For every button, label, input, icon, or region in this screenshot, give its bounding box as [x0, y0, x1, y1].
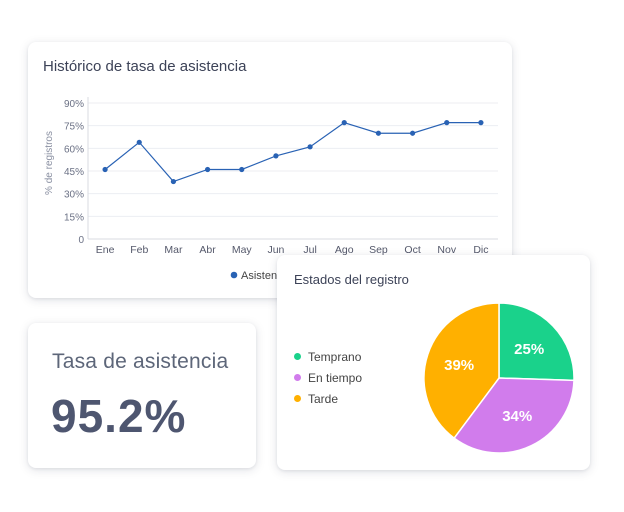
x-tick-label: Dic	[473, 244, 488, 256]
attendance-rate-card: Tasa de asistencia 95.2%	[28, 323, 256, 468]
legend-label: Temprano	[308, 349, 362, 364]
x-tick-label: Feb	[130, 244, 148, 256]
x-tick-label: Ene	[96, 244, 115, 256]
y-tick-label: 90%	[64, 99, 84, 110]
pie-slice-temprano	[498, 302, 575, 382]
y-tick-label: 45%	[64, 167, 84, 178]
x-tick-label: Sep	[369, 244, 388, 256]
data-point	[239, 166, 245, 173]
data-point	[478, 120, 484, 126]
y-tick-label: 30%	[64, 190, 84, 201]
data-point	[136, 139, 142, 145]
record-status-pie-chart: 25% 34% 39%	[423, 302, 575, 454]
legend-label: Tarde	[308, 391, 339, 406]
pie-slice-label: 25%	[514, 341, 544, 358]
data-point	[273, 153, 279, 159]
legend-item-temprano: Temprano	[294, 349, 361, 364]
x-tick-label: Abr	[199, 244, 216, 256]
pie-slice-en-tiempo	[453, 377, 575, 454]
x-tick-label: Nov	[437, 244, 456, 256]
pie-slice-tarde	[423, 302, 500, 440]
data-point	[102, 166, 108, 173]
data-point	[341, 120, 347, 126]
pie-slice-label: 39%	[444, 357, 474, 374]
legend-dot	[230, 271, 238, 279]
attendance-line-chart: 90% 75% 60% 45% 30% 15% 0 % de registros Ene Feb M…	[44, 97, 498, 282]
series-line	[104, 121, 481, 183]
kpi-label: Tasa de asistencia	[52, 350, 229, 373]
legend-item-en-tiempo: En tiempo	[294, 370, 362, 385]
kpi-value: 95.2%	[51, 390, 187, 442]
x-tick-label: Jul	[303, 244, 316, 256]
x-tick-label: Ago	[335, 244, 354, 256]
data-point	[375, 130, 382, 136]
legend-dot	[294, 395, 301, 403]
data-point	[409, 130, 416, 136]
pie-chart-title: Estados del registro	[294, 272, 409, 287]
data-point	[307, 144, 313, 150]
legend-dot	[294, 353, 301, 361]
line-chart-title: Histórico de tasa de asistencia	[43, 58, 247, 75]
x-tick-label: Oct	[404, 244, 420, 256]
attendance-history-card: Histórico de tasa de asistencia 90% 75% 60…	[28, 42, 512, 298]
data-point	[444, 120, 450, 126]
legend-item-tarde: Tarde	[294, 391, 338, 406]
x-tick-label: Mar	[164, 244, 183, 256]
y-tick-label: 15%	[64, 212, 84, 223]
data-point	[204, 166, 211, 173]
legend-label: En tiempo	[308, 370, 363, 385]
y-tick-label: 0	[78, 235, 84, 246]
y-tick-label: 75%	[64, 122, 84, 133]
x-tick-label: May	[232, 244, 253, 256]
y-tick-label: 60%	[64, 144, 84, 155]
x-tick-label: Jun	[267, 244, 284, 256]
record-status-card: Estados del registro Temprano En tiempo Ta…	[277, 255, 590, 470]
y-axis-title: % de registros	[44, 131, 55, 195]
legend-dot	[294, 374, 301, 382]
data-point	[170, 178, 177, 185]
pie-slice-label: 34%	[502, 408, 532, 425]
